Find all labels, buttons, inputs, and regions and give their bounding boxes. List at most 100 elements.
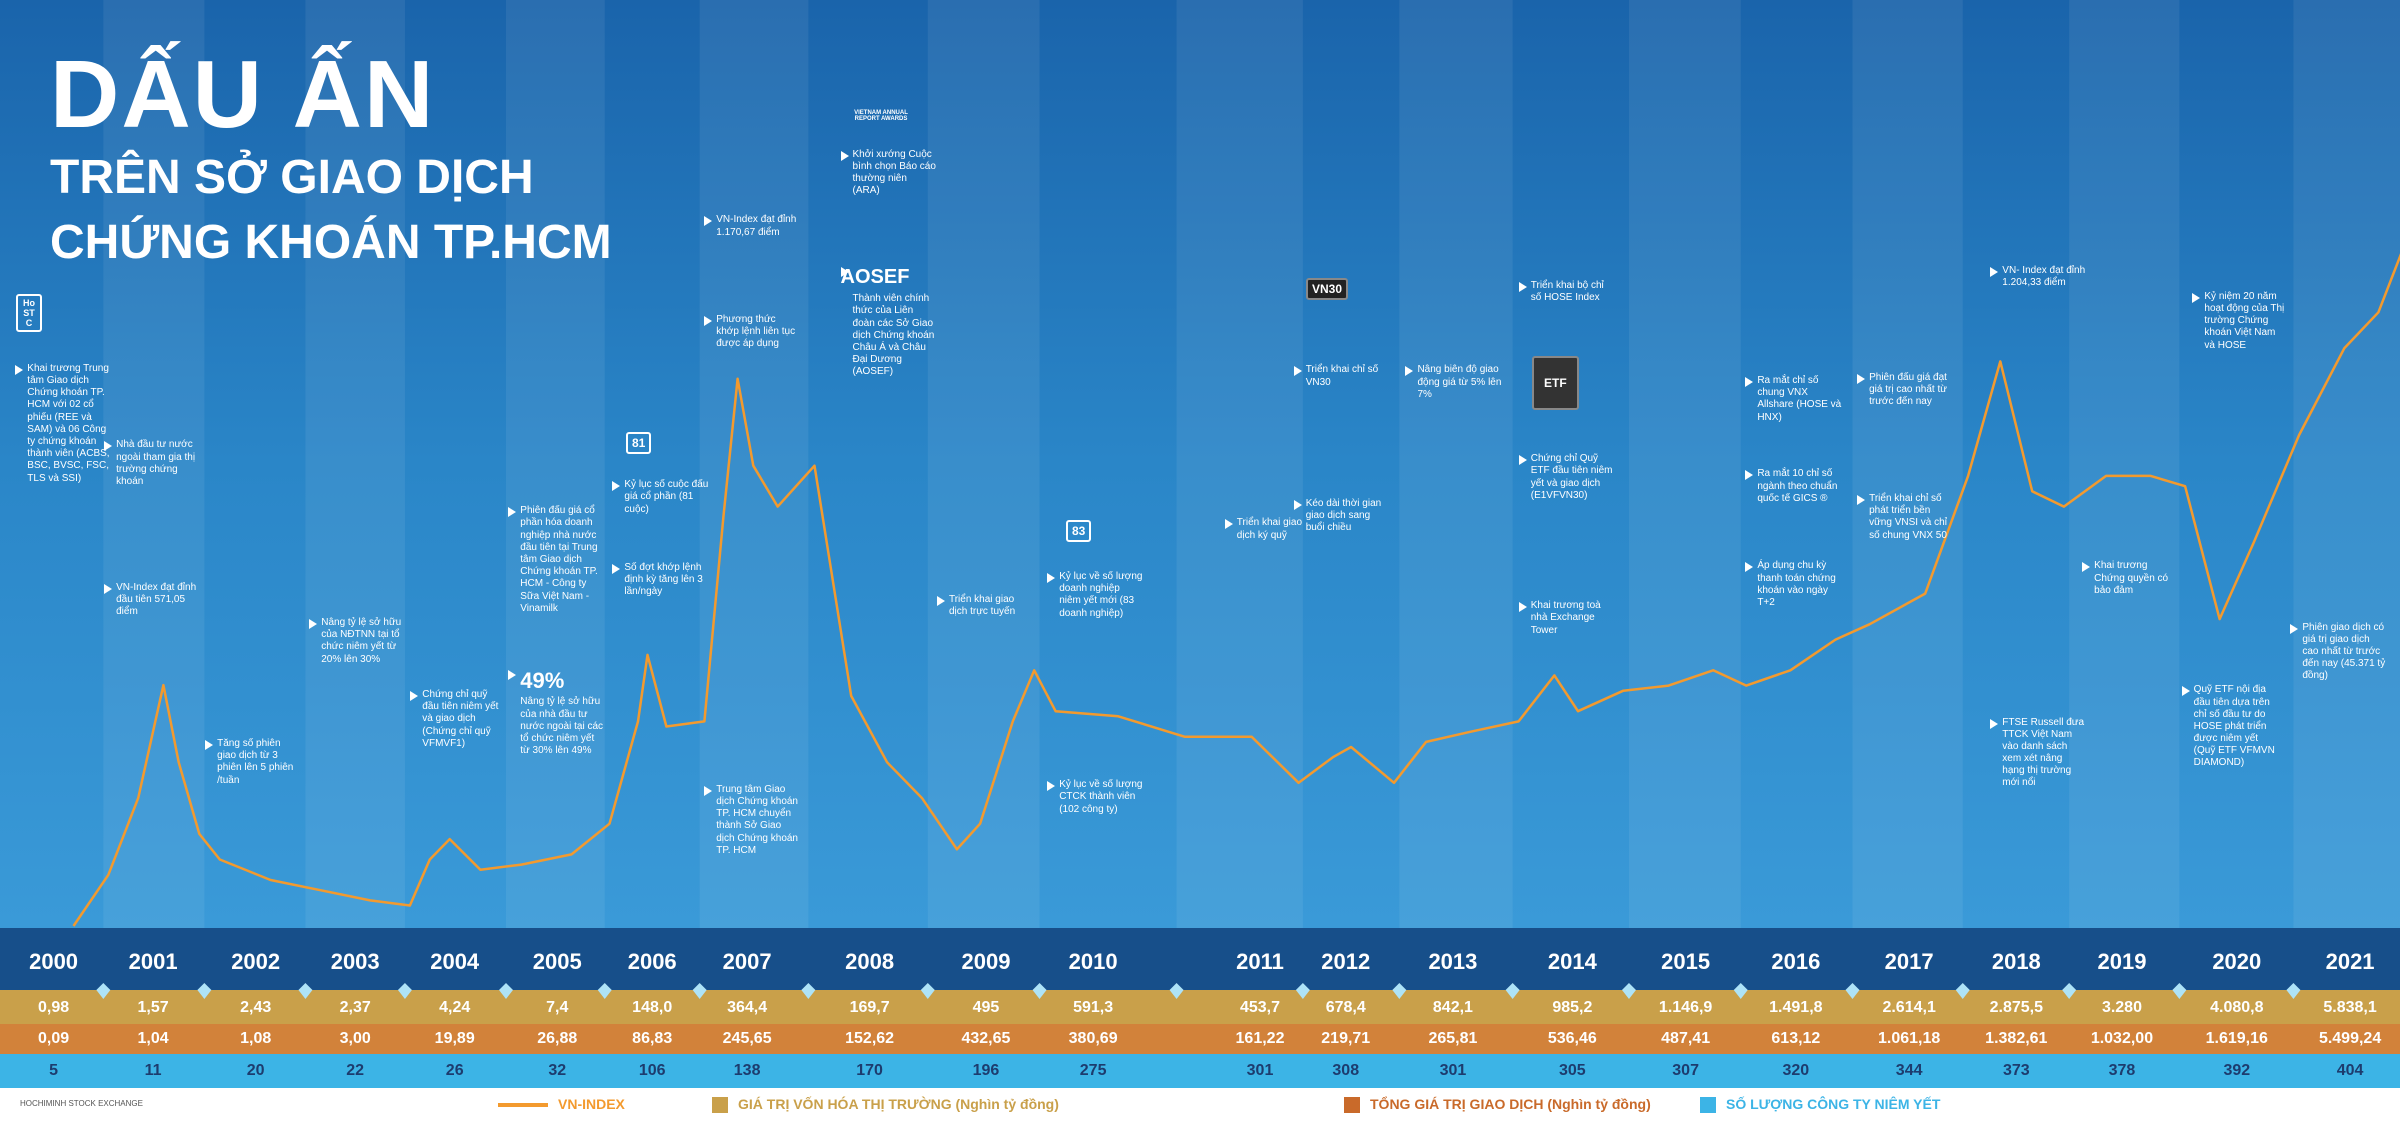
milestone: Ra mắt chỉ số chung VNX Allshare (HOSE v… [1745, 375, 1841, 424]
trading-value: 487,41 [1661, 1030, 1710, 1047]
year-label: 2002 [231, 949, 280, 974]
legend-bar [0, 1088, 2400, 1127]
diamond [2172, 983, 2187, 999]
year-label: 2019 [2097, 949, 2146, 974]
milestone: Triển khai bộ chỉ số HOSE Index [1518, 280, 1615, 304]
market-cap-value: 495 [973, 999, 1000, 1016]
milestone-text: Ra mắt chỉ số chung VNX Allshare (HOSE v… [1757, 375, 1842, 423]
year-label: 2004 [430, 949, 480, 974]
diamond [1955, 983, 1970, 999]
milestone-text: FTSE Russell đưa TTCK Việt Nam vào danh … [2002, 716, 2085, 789]
icon-label: VIETNAM ANNUAL REPORT AWARDS [854, 110, 908, 122]
stripe [103, 0, 205, 928]
trading-value: 1,08 [240, 1030, 271, 1047]
trading-value: 1.619,16 [2206, 1030, 2268, 1047]
diamond [1733, 983, 1748, 999]
year-label: 2012 [1321, 949, 1370, 974]
milestone: VN- Index đạt đỉnh 1.204,33 điểm [1990, 265, 2086, 289]
milestone: Phiên đấu giá cổ phần hóa doanh nghiệp n… [508, 505, 604, 615]
stripe [1852, 0, 1963, 928]
legend-swatch [1700, 1097, 1716, 1114]
companies-value: 378 [2109, 1062, 2136, 1079]
legend-swatch [498, 1103, 548, 1108]
milestone-text: Khai trương Trung tâm Giao dịch Chứng kh… [27, 362, 110, 484]
milestone: Triển khai chỉ số VN30 [1293, 364, 1390, 388]
companies-value: 305 [1559, 1062, 1586, 1079]
legend-label: GIÁ TRỊ VỐN HÓA THỊ TRƯỜNG (Nghìn tỷ đồn… [738, 1096, 1059, 1112]
trading-value: 152,62 [845, 1030, 894, 1047]
milestone: Nâng tỷ lệ sở hữu của NĐTNN tại tổ chức … [309, 617, 405, 666]
legend-swatch [712, 1097, 728, 1114]
milestone-text: Triển khai chỉ số phát triển bền vững VN… [1869, 492, 1947, 541]
companies-value: 11 [145, 1062, 162, 1079]
year-label: 2009 [961, 949, 1010, 974]
milestone: Khởi xướng Cuộc bình chọn Báo cáo thường… [840, 149, 937, 198]
stripe [1399, 0, 1513, 928]
market-cap-value: 3.280 [2102, 999, 2142, 1016]
legend-item: VN-INDEX [498, 1096, 625, 1112]
companies-value: 373 [2003, 1062, 2030, 1079]
milestone: Kéo dài thời gian giao dịch sang buổi ch… [1293, 497, 1390, 535]
companies-value: 32 [548, 1062, 566, 1079]
trading-value: 86,83 [632, 1030, 672, 1047]
milestone-text: Áp dụng chu kỳ thanh toán chứng khoán và… [1757, 560, 1836, 608]
diamond [801, 983, 816, 999]
diamond [1621, 983, 1636, 999]
milestone-text: Phiên đấu giá đạt giá trị cao nhất từ tr… [1869, 372, 1947, 408]
diamond [597, 983, 612, 999]
milestone: Kỷ lục về số lượng CTCK thành viên (102 … [1047, 779, 1143, 816]
milestone-text: Khai trương Chứng quyền có bảo đảm [2094, 560, 2169, 596]
milestone-text: Nâng biên độ giao động giá từ 5% lên 7% [1417, 364, 1502, 400]
legend-item: SỐ LƯỢNG CÔNG TY NIÊM YẾT [1700, 1096, 1940, 1114]
icon-label: VN30 [1306, 278, 1349, 300]
stripe [305, 0, 405, 928]
companies-value: 196 [973, 1062, 1000, 1079]
year-label: 2006 [628, 949, 677, 974]
milestone-text: Trung tâm Giao dịch Chứng khoán TP. HCM … [716, 783, 798, 856]
trading-value: 432,65 [961, 1030, 1010, 1047]
companies-row [0, 1054, 2400, 1088]
trading-value: 3,00 [340, 1030, 371, 1047]
stripe [1628, 0, 1741, 928]
diamond [498, 983, 513, 999]
diamond [1505, 983, 1520, 999]
milestone: FTSE Russell đưa TTCK Việt Nam vào danh … [1990, 717, 2086, 790]
milestone: Phiên đấu giá đạt giá trị cao nhất từ tr… [1857, 372, 1953, 409]
trading-value: 1.382,61 [1985, 1030, 2047, 1047]
milestone: Khai trương Chứng quyền có bảo đảm [2082, 560, 2178, 597]
year-label: 2013 [1428, 949, 1477, 974]
milestone-text: Kéo dài thời gian giao dịch sang buổi ch… [1305, 497, 1382, 533]
trading-value: 1.032,00 [2091, 1030, 2153, 1047]
milestone-text: Kỷ lục về số lượng CTCK thành viên (102 … [1059, 779, 1143, 815]
market-cap-value: 4.080,8 [2210, 999, 2263, 1016]
market-cap-value: 2,43 [240, 999, 271, 1016]
market-cap-value: 1,57 [138, 999, 169, 1016]
milestone: Tăng số phiên giao dịch từ 3 phiên lên 5… [205, 738, 301, 787]
market-cap-value: 169,7 [850, 999, 890, 1016]
year-label: 2001 [129, 949, 178, 974]
companies-value: 106 [639, 1062, 666, 1079]
companies-value: 301 [1247, 1062, 1274, 1079]
milestone-text: VN- Index đạt đỉnh 1.204,33 điểm [2002, 264, 2086, 289]
milestone: Triển khai giao dịch trực tuyến [936, 594, 1033, 618]
companies-value: 404 [2337, 1062, 2364, 1079]
year-bar [0, 928, 2400, 990]
milestone-text: Tăng số phiên giao dịch từ 3 phiên lên 5… [217, 737, 294, 786]
trading-value: 26,88 [537, 1030, 577, 1047]
stripe [505, 0, 605, 928]
trading-value: 536,46 [1548, 1030, 1597, 1047]
market-cap-value: 985,2 [1552, 999, 1592, 1016]
market-cap-value: 453,7 [1240, 999, 1280, 1016]
milestone-text: Nâng tỷ lệ sở hữu của nhà đầu tư nước ng… [520, 696, 604, 757]
year-label: 2000 [29, 949, 78, 974]
market-cap-value: 148,0 [632, 999, 672, 1016]
market-cap-value: 591,3 [1073, 999, 1113, 1016]
milestone: Nhà đầu tư nước ngoài tham gia thị trườn… [104, 439, 200, 488]
milestone-text: Triển khai giao dịch trực tuyến [948, 594, 1016, 618]
diamond [298, 983, 313, 999]
milestone-text: Chứng chỉ Quỹ ETF đầu tiên niêm yết và g… [1530, 453, 1613, 501]
milestone-text: Ra mắt 10 chỉ số ngành theo chuẩn quốc t… [1757, 468, 1838, 504]
market-cap-value: 0,98 [38, 999, 69, 1016]
